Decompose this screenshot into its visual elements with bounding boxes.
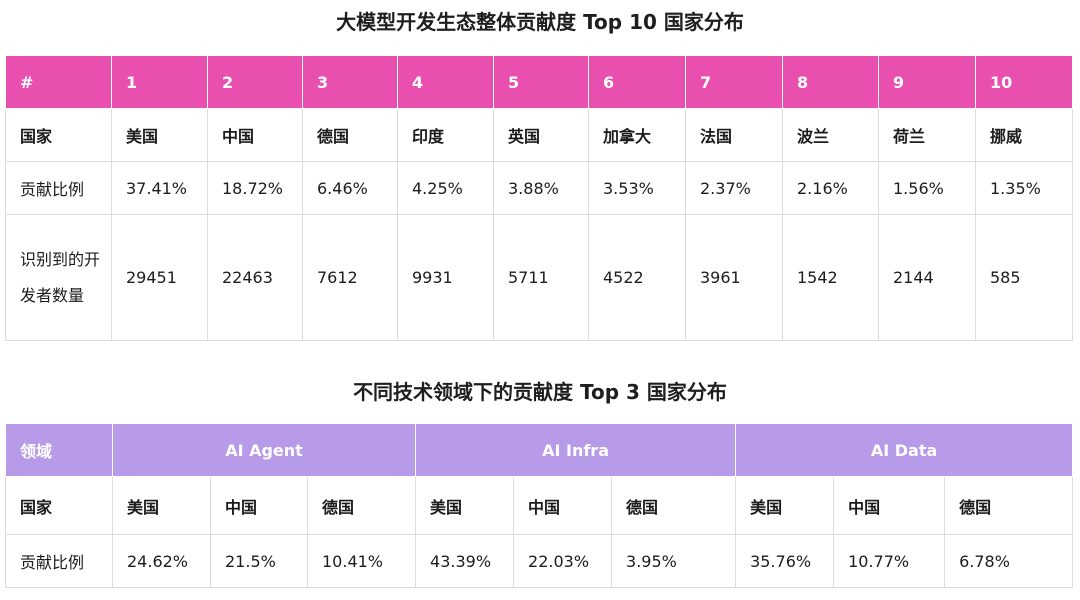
- rank-cell: 4: [397, 55, 494, 109]
- share-cell: 2.37%: [685, 161, 783, 215]
- share-cell: 1.35%: [975, 161, 1073, 215]
- domain-header: AI Data: [735, 423, 1074, 477]
- share-cell: 3.53%: [588, 161, 686, 215]
- devs-cell: 2144: [878, 214, 976, 341]
- country-cell: 英国: [493, 108, 589, 162]
- devs-cell: 29451: [111, 214, 208, 341]
- share-cell: 3.88%: [493, 161, 589, 215]
- country-cell: 中国: [833, 476, 946, 535]
- header-label: #: [5, 55, 112, 109]
- rank-cell: 5: [493, 55, 589, 109]
- country-cell: 美国: [415, 476, 515, 535]
- table1-title: 大模型开发生态整体贡献度 Top 10 国家分布: [336, 10, 744, 34]
- share-cell: 10.41%: [306, 534, 417, 588]
- domain-header: AI Agent: [111, 423, 417, 477]
- devs-cell: 7612: [302, 214, 398, 341]
- country-cell: 美国: [735, 476, 835, 535]
- share-cell: 18.72%: [207, 161, 303, 215]
- header-row: 领域 AI Agent AI Infra AI Data: [5, 423, 1074, 477]
- country-cell: 波兰: [782, 108, 879, 162]
- devs-cell: 4522: [588, 214, 686, 341]
- devs-cell: 585: [975, 214, 1073, 341]
- share-row: 贡献比例 37.41% 18.72% 6.46% 4.25% 3.88% 3.5…: [5, 161, 1073, 215]
- rank-cell: 1: [111, 55, 208, 109]
- row-label: 国家: [5, 476, 113, 535]
- country-cell: 中国: [207, 108, 303, 162]
- share-cell: 6.78%: [944, 534, 1074, 588]
- devs-cell: 9931: [397, 214, 494, 341]
- devs-cell: 3961: [685, 214, 783, 341]
- header-row: # 1 2 3 4 5 6 7 8 9 10: [5, 55, 1073, 109]
- top10-country-table: # 1 2 3 4 5 6 7 8 9 10 国家 美国 中国 德国 印度 英国…: [5, 55, 1073, 341]
- share-row: 贡献比例 24.62% 21.5% 10.41% 43.39% 22.03% 3…: [5, 534, 1074, 588]
- rank-cell: 8: [782, 55, 879, 109]
- rank-cell: 10: [975, 55, 1073, 109]
- share-cell: 4.25%: [397, 161, 494, 215]
- share-cell: 2.16%: [782, 161, 879, 215]
- row-label: 国家: [5, 108, 112, 162]
- share-cell: 6.46%: [302, 161, 398, 215]
- country-cell: 挪威: [975, 108, 1073, 162]
- country-row: 国家 美国 中国 德国 美国 中国 德国 美国 中国 德国: [5, 476, 1074, 535]
- share-cell: 10.77%: [833, 534, 946, 588]
- devs-cell: 5711: [493, 214, 589, 341]
- share-cell: 21.5%: [210, 534, 308, 588]
- row-label: 贡献比例: [5, 534, 113, 588]
- country-cell: 印度: [397, 108, 494, 162]
- country-cell: 德国: [611, 476, 737, 535]
- share-cell: 35.76%: [735, 534, 835, 588]
- country-cell: 德国: [944, 476, 1074, 535]
- rank-cell: 7: [685, 55, 783, 109]
- share-cell: 22.03%: [513, 534, 613, 588]
- rank-cell: 2: [207, 55, 303, 109]
- developer-count-row: 识别到的开发者数量 29451 22463 7612 9931 5711 452…: [5, 214, 1073, 341]
- country-cell: 中国: [513, 476, 613, 535]
- share-cell: 1.56%: [878, 161, 976, 215]
- header-label: 领域: [5, 423, 113, 477]
- devs-cell: 1542: [782, 214, 879, 341]
- country-cell: 德国: [302, 108, 398, 162]
- country-cell: 加拿大: [588, 108, 686, 162]
- country-cell: 美国: [111, 108, 208, 162]
- rank-cell: 3: [302, 55, 398, 109]
- table2-title: 不同技术领域下的贡献度 Top 3 国家分布: [353, 380, 727, 404]
- domain-top3-table: 领域 AI Agent AI Infra AI Data 国家 美国 中国 德国…: [5, 423, 1074, 588]
- devs-cell: 22463: [207, 214, 303, 341]
- share-cell: 24.62%: [112, 534, 211, 588]
- rank-cell: 6: [588, 55, 686, 109]
- country-cell: 荷兰: [878, 108, 976, 162]
- share-cell: 3.95%: [611, 534, 737, 588]
- row-label: 贡献比例: [5, 161, 112, 215]
- country-row: 国家 美国 中国 德国 印度 英国 加拿大 法国 波兰 荷兰 挪威: [5, 108, 1073, 162]
- share-cell: 37.41%: [111, 161, 208, 215]
- country-cell: 美国: [112, 476, 211, 535]
- row-label: 识别到的开发者数量: [5, 214, 112, 341]
- domain-header: AI Infra: [415, 423, 737, 477]
- share-cell: 43.39%: [415, 534, 515, 588]
- rank-cell: 9: [878, 55, 976, 109]
- country-cell: 法国: [685, 108, 783, 162]
- country-cell: 德国: [306, 476, 417, 535]
- country-cell: 中国: [210, 476, 308, 535]
